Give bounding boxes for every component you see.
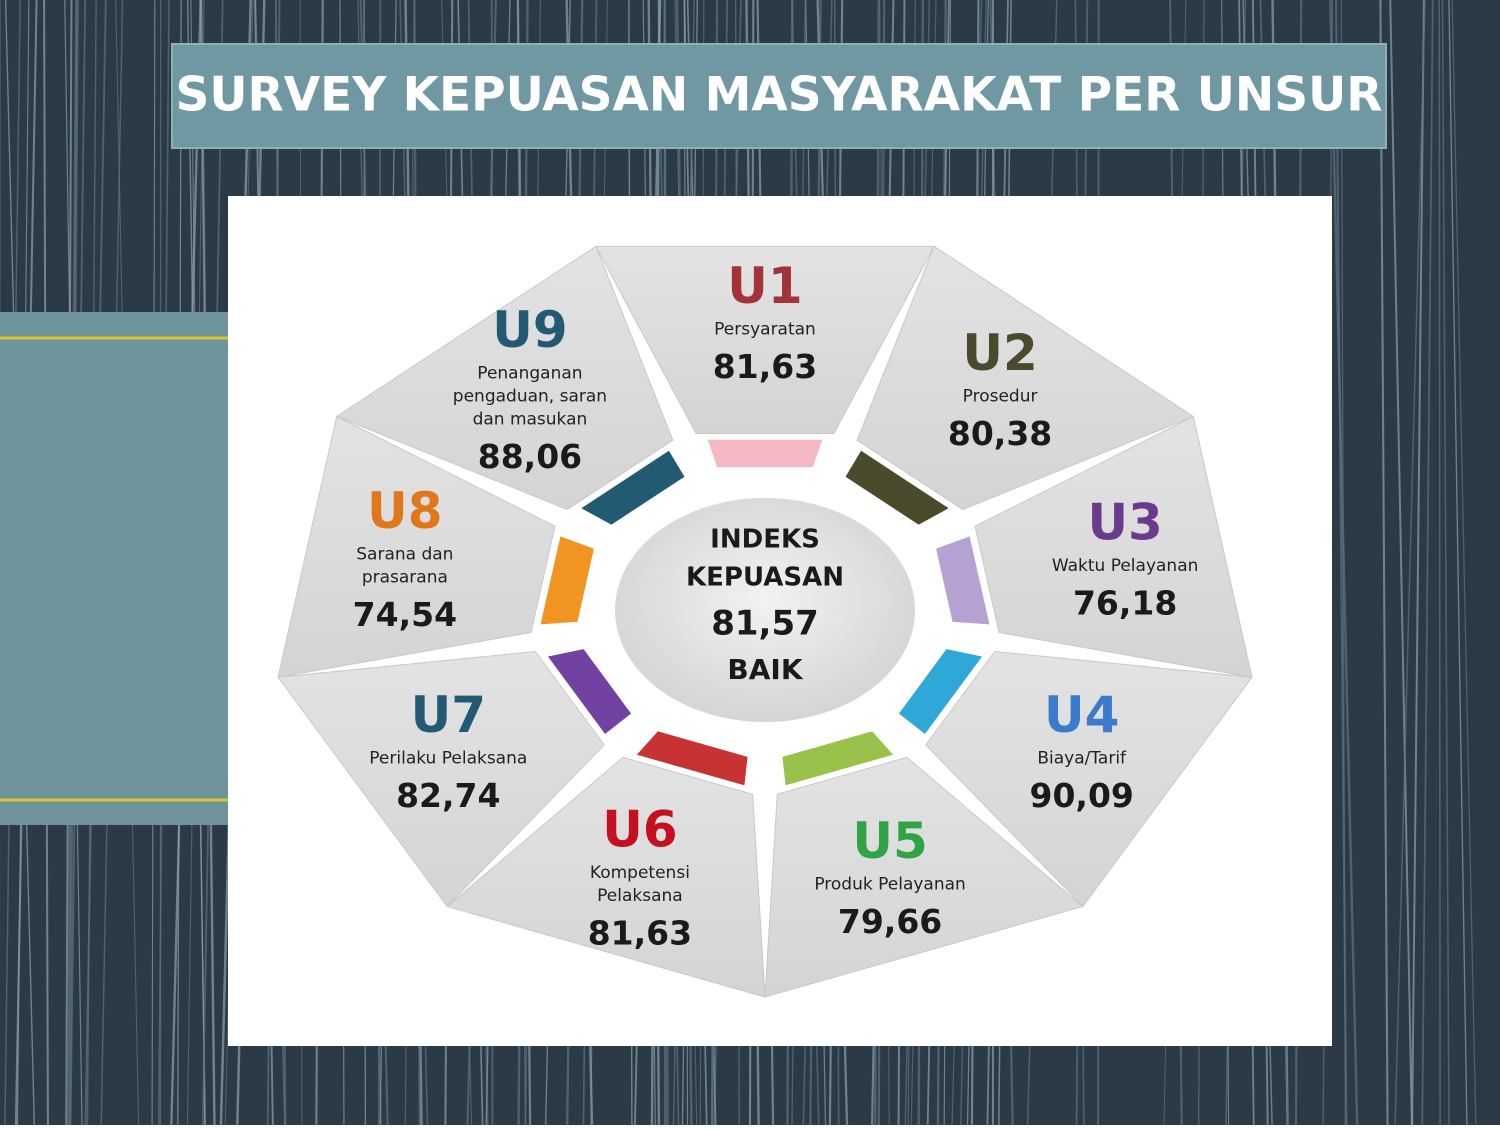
- unit-code: U7: [411, 686, 486, 744]
- center-text: INDEKS: [710, 525, 820, 555]
- unit-code: U6: [602, 800, 677, 858]
- unit-label: Waktu Pelayanan: [1052, 556, 1199, 576]
- center-text: KEPUASAN: [686, 563, 844, 593]
- unit-label: Produk Pelayanan: [814, 874, 965, 894]
- unit-label: Sarana dan: [356, 544, 453, 564]
- unit-value: 79,66: [838, 902, 942, 941]
- unit-label: Prosedur: [963, 386, 1038, 406]
- unit-code: U3: [1087, 493, 1162, 551]
- unit-code: U2: [962, 324, 1037, 382]
- unit-value: 88,06: [478, 437, 582, 476]
- unit-label: prasarana: [362, 567, 448, 587]
- bg-line: [1439, 0, 1440, 1125]
- title: SURVEY KEPUASAN MASYARAKAT PER UNSUR: [176, 68, 1383, 123]
- unit-label: Pelaksana: [597, 886, 683, 906]
- unit-bar: [706, 439, 823, 469]
- unit-value: 74,54: [353, 595, 457, 634]
- unit-label: dan masukan: [473, 409, 588, 429]
- unit-label: Biaya/Tarif: [1037, 749, 1127, 769]
- unit-value: 81,63: [713, 347, 817, 386]
- unit-value: 76,18: [1073, 583, 1177, 622]
- unit-value: 90,09: [1030, 776, 1134, 815]
- unit-code: U4: [1044, 686, 1119, 744]
- unit-label: Perilaku Pelaksana: [369, 749, 527, 769]
- unit-label: Persyaratan: [714, 319, 816, 339]
- unit-code: U9: [492, 301, 567, 359]
- unit-label: Penanganan: [477, 363, 582, 383]
- center-text: 81,57: [711, 604, 819, 644]
- unit-code: U1: [727, 257, 802, 315]
- center-text: BAIK: [727, 653, 803, 686]
- unit-code: U8: [367, 482, 442, 540]
- unit-value: 80,38: [948, 414, 1052, 453]
- unit-label: pengaduan, saran: [453, 386, 607, 406]
- unit-value: 82,74: [396, 776, 500, 815]
- unit-value: 81,63: [588, 913, 692, 952]
- unit-code: U5: [852, 812, 927, 870]
- unit-label: Kompetensi: [590, 863, 690, 883]
- side-panel: [0, 312, 228, 825]
